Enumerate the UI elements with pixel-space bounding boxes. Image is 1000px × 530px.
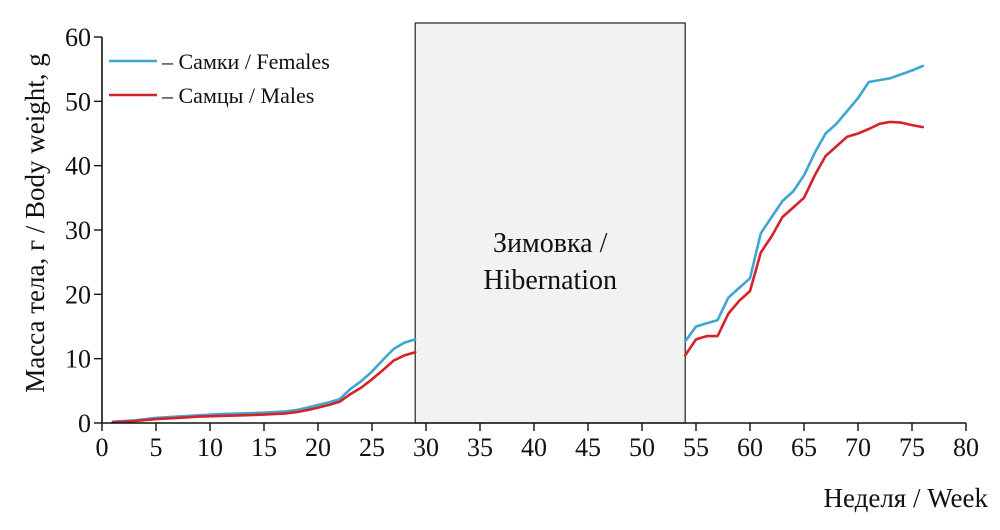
y-tick-label: 20: [65, 280, 91, 309]
x-tick-label: 50: [629, 433, 655, 462]
males-series-line-2: [683, 120, 925, 357]
y-axis-title: Масса тела, г / Body weight, g: [20, 53, 50, 393]
y-tick-label: 0: [78, 409, 91, 438]
x-axis-title: Неделя / Week: [823, 483, 988, 513]
legend-label-females: – Самки / Females: [161, 49, 330, 74]
x-tick-label: 30: [413, 433, 439, 462]
x-tick-label: 45: [575, 433, 601, 462]
x-tick-label: 80: [953, 433, 979, 462]
x-tick-label: 25: [359, 433, 385, 462]
hibernation-label-line1: Зимовка /: [493, 228, 608, 259]
y-tick-label: 50: [65, 87, 91, 116]
x-tick-label: 20: [305, 433, 331, 462]
x-tick-label: 40: [521, 433, 547, 462]
hibernation-box: [414, 22, 686, 424]
x-tick-label: 70: [845, 433, 871, 462]
legend: – Самки / Females – Самцы / Males: [109, 49, 330, 108]
x-tick-label: 35: [467, 433, 493, 462]
x-tick-label: 60: [737, 433, 763, 462]
x-tick-label: 65: [791, 433, 817, 462]
x-tick-label: 15: [251, 433, 277, 462]
x-tick-label: 5: [150, 433, 163, 462]
hibernation-label-line2: Hibernation: [483, 265, 617, 296]
x-tick-label: 10: [197, 433, 223, 462]
legend-label-males: – Самцы / Males: [161, 83, 314, 108]
x-tick-label: 75: [899, 433, 925, 462]
y-tick-label: 60: [65, 23, 91, 52]
y-tick-label: 40: [65, 152, 91, 181]
y-tick-label: 10: [65, 345, 91, 374]
females-series-line-2: [683, 64, 925, 343]
x-tick-label: 55: [683, 433, 709, 462]
males-series-line-1: [111, 350, 417, 424]
y-tick-label: 30: [65, 216, 91, 245]
x-tick-label: 0: [96, 433, 109, 462]
